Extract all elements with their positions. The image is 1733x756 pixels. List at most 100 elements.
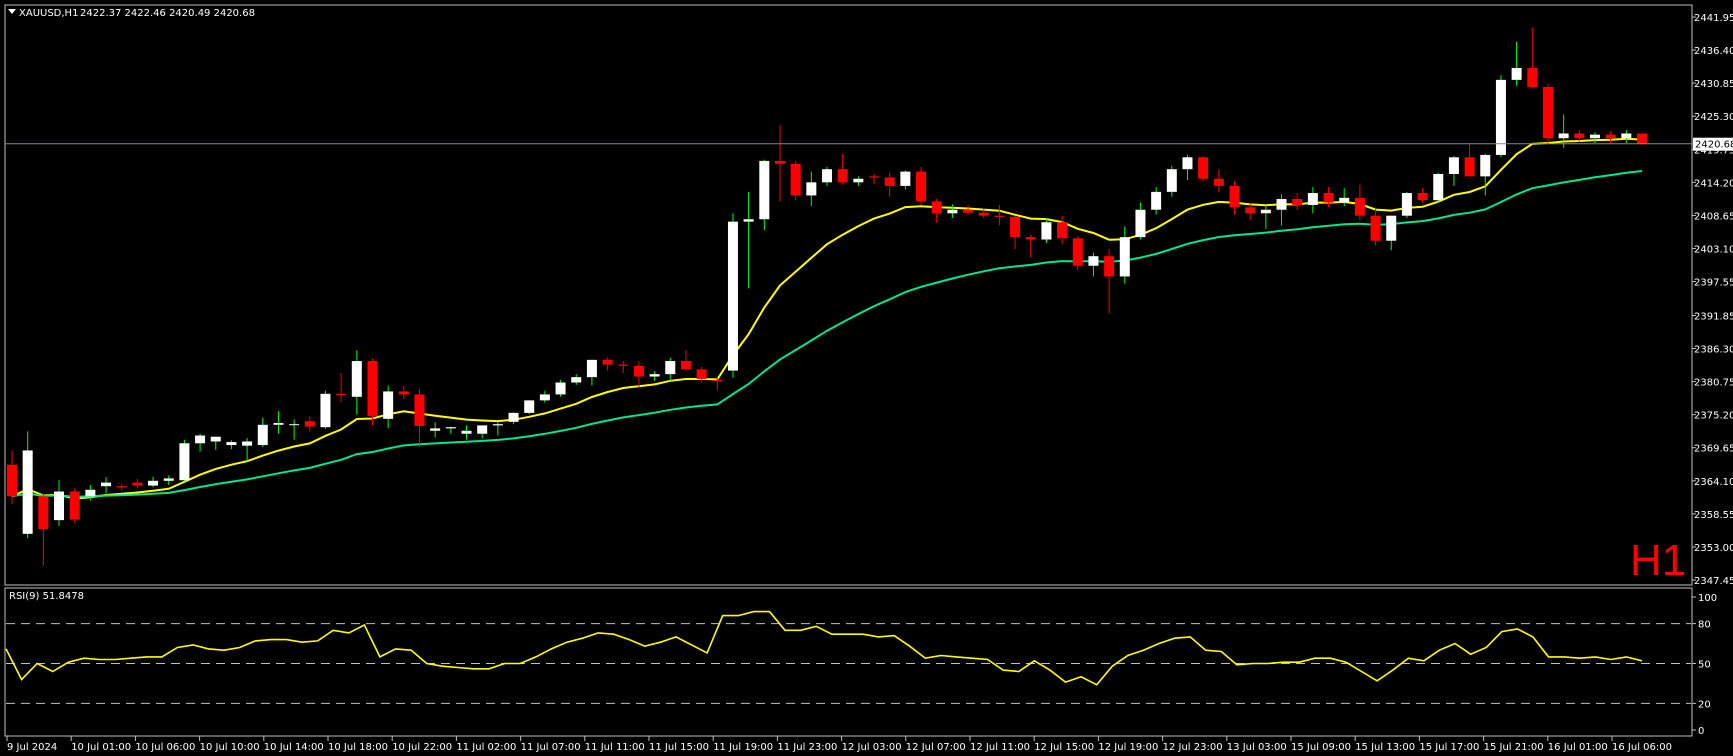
time-tick-label: 11 Jul 02:00	[456, 742, 516, 753]
candle-body	[414, 394, 425, 426]
rsi-tick-label: 100	[1698, 593, 1717, 604]
chart-menu-icon[interactable]	[8, 9, 16, 14]
candle-body	[696, 369, 707, 379]
candle-body	[148, 480, 159, 486]
price-tick-label: 2425.30	[1694, 112, 1733, 123]
candle-body	[994, 215, 1005, 217]
candle-body	[806, 182, 817, 196]
candle-body	[1574, 133, 1585, 139]
candle-body	[1542, 87, 1553, 139]
time-tick-label: 16 Jul 06:00	[1612, 742, 1672, 753]
candle-body	[320, 393, 331, 428]
time-tick-label: 11 Jul 19:00	[713, 742, 773, 753]
candle-body	[7, 464, 17, 497]
time-tick-label: 10 Jul 10:00	[200, 742, 260, 753]
current-price-label: 2420.68	[1695, 140, 1733, 151]
candle-body	[539, 394, 550, 401]
candle-body	[445, 427, 456, 429]
time-tick-label: 11 Jul 11:00	[585, 742, 645, 753]
candle-body	[947, 209, 958, 214]
time-tick-label: 10 Jul 06:00	[135, 742, 195, 753]
candle-body	[1558, 133, 1569, 139]
candle-body	[759, 160, 770, 220]
candle-body	[900, 171, 911, 186]
candle-body	[916, 171, 927, 202]
candle-body	[853, 178, 864, 183]
time-tick-label: 15 Jul 17:00	[1419, 742, 1479, 753]
candle-body	[1511, 67, 1522, 80]
candle-body	[774, 160, 785, 164]
time-tick-label: 10 Jul 14:00	[264, 742, 324, 753]
rsi-indicator: 100 80 50 20 0	[5, 593, 1717, 737]
candle-body	[1135, 209, 1146, 238]
candle-body	[257, 424, 268, 446]
candle-body	[398, 391, 409, 395]
candle-body	[1104, 256, 1115, 277]
candle-body	[1229, 185, 1240, 208]
candle-body	[1464, 157, 1475, 177]
candle-body	[85, 489, 96, 497]
candle-body	[1213, 178, 1224, 186]
price-tick-label: 2436.40	[1694, 46, 1733, 57]
ma-slow-line	[11, 170, 1643, 498]
time-tick-label: 12 Jul 03:00	[842, 742, 902, 753]
candle-body	[712, 380, 723, 382]
candle-body	[1448, 157, 1459, 174]
candle-body	[179, 443, 190, 481]
candle-body	[555, 382, 566, 395]
candle-body	[665, 361, 676, 375]
ma-fast-line	[11, 137, 1643, 500]
candle-body	[1621, 133, 1632, 139]
candle-body	[1370, 215, 1381, 241]
price-tick-label: 2380.75	[1694, 378, 1733, 389]
candle-body	[1276, 199, 1287, 210]
price-tick-label: 2441.95	[1694, 13, 1733, 24]
candle-body	[1072, 238, 1083, 266]
candle-body	[210, 436, 221, 442]
time-tick-label: 15 Jul 13:00	[1355, 742, 1415, 753]
rsi-line	[5, 610, 1643, 686]
candle-body	[54, 491, 65, 521]
rsi-tick-label: 0	[1698, 726, 1704, 737]
time-tick-label: 12 Jul 19:00	[1098, 742, 1158, 753]
time-tick-label: 10 Jul 01:00	[71, 742, 131, 753]
candle-body	[571, 377, 582, 383]
candle-body	[1417, 193, 1428, 201]
candle-body	[351, 361, 362, 397]
candle-body	[633, 365, 644, 377]
chart-header: XAUUSD,H1 2422.37 2422.46 2420.49 2420.6…	[8, 8, 255, 19]
candle-body	[931, 201, 942, 214]
candle-body	[822, 169, 832, 183]
candle-body	[383, 391, 394, 419]
price-tick-label: 2419.75	[1694, 145, 1733, 156]
candle-body	[727, 221, 738, 371]
symbol-label: XAUUSD,H1	[19, 8, 78, 19]
candle-body	[163, 478, 174, 481]
candle-body	[743, 219, 754, 222]
price-tick-label: 2353.00	[1694, 543, 1733, 554]
time-tick-label: 9 Jul 2024	[7, 742, 57, 753]
candle-body	[1323, 193, 1334, 203]
time-tick-label: 16 Jul 01:00	[1548, 742, 1608, 753]
candle-body	[273, 423, 284, 425]
candle-body	[304, 421, 315, 427]
candle-body	[1198, 157, 1209, 179]
candle-body	[1088, 256, 1099, 266]
candle-body	[1010, 216, 1021, 238]
price-tick-label: 2386.30	[1694, 345, 1733, 356]
candle-body	[1339, 197, 1350, 203]
candle-body	[884, 177, 895, 186]
rsi-tick-label: 80	[1698, 620, 1711, 631]
time-tick-label: 11 Jul 15:00	[649, 742, 709, 753]
candle-body	[1260, 209, 1271, 214]
candle-body	[586, 359, 597, 378]
candle-body	[963, 209, 974, 213]
time-tick-label: 11 Jul 23:00	[777, 742, 837, 753]
candle-body	[1119, 237, 1130, 277]
candle-body	[1637, 133, 1647, 144]
price-tick-label: 2347.45	[1694, 576, 1733, 587]
candle-body	[602, 359, 613, 365]
time-tick-label: 13 Jul 03:00	[1227, 742, 1287, 753]
candle-body	[508, 412, 519, 422]
